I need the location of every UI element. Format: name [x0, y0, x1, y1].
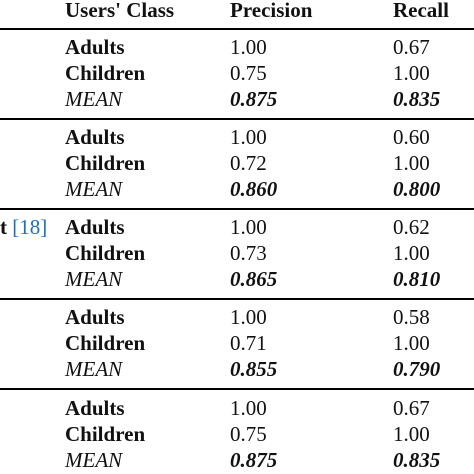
citation-close: ]	[40, 215, 48, 239]
recall-value: 1.00	[393, 61, 430, 85]
group-rule-2	[0, 208, 474, 210]
recall-value: 1.00	[393, 151, 430, 175]
recall-value: 1.00	[393, 241, 430, 265]
mean-precision-value: 0.860	[230, 177, 278, 201]
row-label-fragment: t [18]	[0, 215, 47, 239]
mean-precision-value: 0.855	[230, 357, 278, 381]
row-label-adults: Adults	[65, 396, 125, 420]
precision-value: 0.73	[230, 241, 267, 265]
citation-link-18[interactable]: 18	[19, 215, 41, 239]
precision-value: 0.75	[230, 422, 267, 446]
row-label-children: Children	[65, 422, 146, 446]
mean-precision-value: 0.865	[230, 267, 278, 291]
recall-value: 0.67	[393, 35, 430, 59]
row-label-adults: Adults	[65, 215, 125, 239]
mean-precision-value: 0.875	[230, 448, 278, 472]
row-label-fragment-text: t	[0, 215, 7, 239]
precision-value: 1.00	[230, 396, 267, 420]
precision-value: 1.00	[230, 215, 267, 239]
header-precision: Precision	[230, 0, 313, 22]
citation-open: [	[12, 215, 20, 239]
recall-value: 0.67	[393, 396, 430, 420]
row-label-adults: Adults	[65, 305, 125, 329]
precision-value: 1.00	[230, 305, 267, 329]
row-label-mean: MEAN	[65, 177, 123, 201]
mean-precision-value: 0.875	[230, 87, 278, 111]
group-rule-1	[0, 118, 474, 120]
recall-value: 0.62	[393, 215, 430, 239]
mean-recall-value: 0.835	[393, 87, 441, 111]
header-rule	[0, 28, 474, 30]
row-label-adults: Adults	[65, 35, 125, 59]
recall-value: 1.00	[393, 331, 430, 355]
recall-value: 0.60	[393, 125, 430, 149]
row-label-mean: MEAN	[65, 87, 123, 111]
row-label-children: Children	[65, 241, 146, 265]
header-users-class: Users' Class	[65, 0, 175, 22]
mean-recall-value: 0.800	[393, 177, 441, 201]
row-label-children: Children	[65, 151, 146, 175]
mean-recall-value: 0.810	[393, 267, 441, 291]
row-label-children: Children	[65, 331, 146, 355]
row-label-adults: Adults	[65, 125, 125, 149]
mean-recall-value: 0.835	[393, 448, 441, 472]
group-rule-3	[0, 298, 474, 300]
recall-value: 1.00	[393, 422, 430, 446]
recall-value: 0.58	[393, 305, 430, 329]
group-rule-4	[0, 388, 474, 390]
header-recall: Recall	[393, 0, 449, 22]
row-label-mean: MEAN	[65, 448, 123, 472]
precision-value: 1.00	[230, 35, 267, 59]
precision-value: 0.71	[230, 331, 267, 355]
precision-value: 0.72	[230, 151, 267, 175]
mean-recall-value: 0.790	[393, 357, 441, 381]
row-label-children: Children	[65, 61, 146, 85]
precision-value: 1.00	[230, 125, 267, 149]
row-label-mean: MEAN	[65, 357, 123, 381]
precision-value: 0.75	[230, 61, 267, 85]
row-label-mean: MEAN	[65, 267, 123, 291]
